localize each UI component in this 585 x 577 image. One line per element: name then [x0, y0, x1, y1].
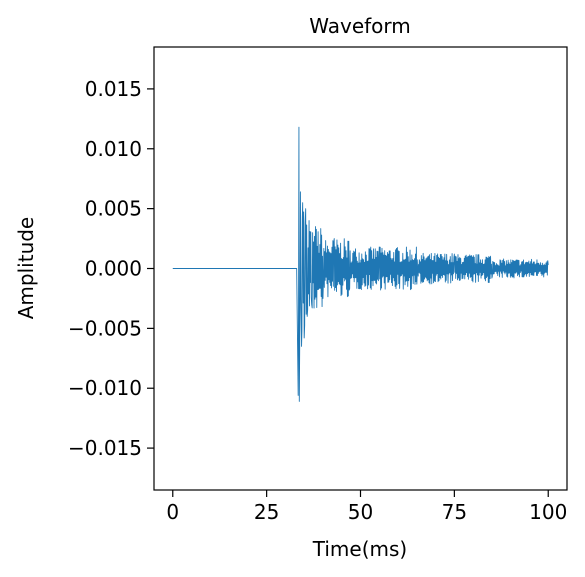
waveform-series-line	[172, 126, 549, 402]
y-tick-label: 0.000	[85, 257, 142, 281]
x-axis-title: Time(ms)	[312, 537, 407, 561]
x-tick-label: 100	[529, 500, 567, 524]
y-tick-label: −0.005	[68, 316, 142, 340]
y-tick-label: 0.005	[85, 197, 142, 221]
x-tick-label: 50	[348, 500, 373, 524]
x-tick-label: 25	[254, 500, 279, 524]
y-tick-label: −0.015	[68, 436, 142, 460]
y-tick-label: 0.015	[85, 77, 142, 101]
y-axis-title: Amplitude	[14, 217, 38, 320]
x-axis: 0 25 50 75 100	[166, 490, 567, 524]
plot-layer	[172, 126, 549, 402]
x-tick-label: 75	[442, 500, 467, 524]
y-tick-label: −0.010	[68, 376, 142, 400]
y-axis: 0.015 0.010 0.005 0.000 −0.005 −0.010 −0.015	[68, 77, 154, 460]
x-tick-label: 0	[166, 500, 179, 524]
y-tick-label: 0.010	[85, 137, 142, 161]
chart-title: Waveform	[309, 14, 411, 38]
